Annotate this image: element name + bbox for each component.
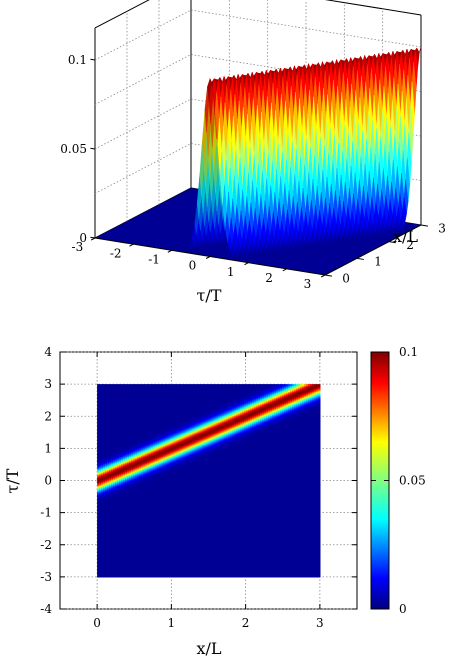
surface-y-tick-label: 3: [438, 221, 446, 235]
surface-y-tick-label: 0: [342, 271, 350, 285]
surface-gridline: [95, 10, 421, 60]
surface-z-ticks: 0 0.05 0.1: [60, 53, 95, 245]
surface-x-tick-mark: [283, 269, 287, 271]
surface-mesh: [187, 47, 421, 259]
surface-x-tick-label: 3: [304, 277, 312, 291]
surface-z-tick-label: 0.05: [60, 142, 87, 156]
surface-x-tick-mark: [206, 257, 210, 259]
surface-x-tick-mark: [168, 250, 172, 252]
surface-z-tick-label: 0.1: [68, 53, 87, 67]
surface-y-axis-label: x/L: [393, 227, 418, 246]
surface-x-tick-label: 2: [265, 271, 273, 285]
surface-box-edge: [95, 0, 191, 28]
surface-x-tick-mark: [244, 263, 248, 265]
surface-z-tick-mark: [90, 59, 95, 60]
surface-x-tick-label: 0: [189, 259, 197, 273]
surface-y-tick-mark: [421, 225, 428, 226]
surface-z-tick-mark: [90, 148, 95, 149]
surface-x-tick-mark: [129, 244, 133, 246]
surface-x-tick-label: 1: [227, 265, 235, 279]
surface-y-tick-mark: [357, 258, 364, 259]
surface-x-tick-label: -1: [148, 253, 160, 267]
surface-y-tick-label: 1: [374, 255, 382, 269]
surface-x-tick-label: -2: [110, 246, 122, 260]
heatmap-cells: [97, 384, 320, 577]
surface-z-tick-label: 0: [79, 231, 87, 245]
surface-x-tick-mark: [321, 275, 325, 277]
surface-x-axis-label: τ/T: [197, 286, 222, 305]
surface-y-tick-mark: [325, 275, 332, 276]
surface-z-tick-mark: [90, 237, 95, 238]
